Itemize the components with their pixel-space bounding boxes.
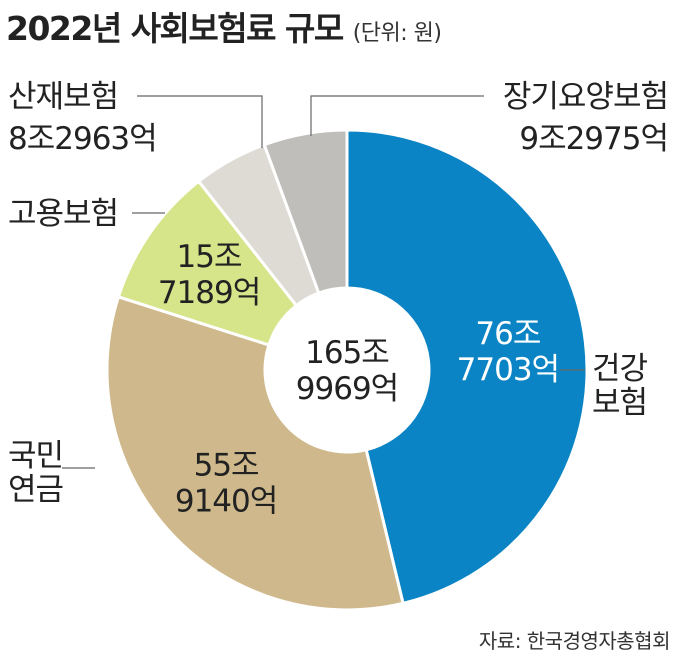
slice-name-label: 산재보험 (8, 79, 118, 115)
chart-title: 2022년 사회보험료 규모 (6, 9, 344, 48)
slice-name-label: 건강 (592, 351, 648, 387)
slice-value-label: 8조2963억 (8, 121, 157, 157)
slice-name-label: 연금 (8, 472, 63, 508)
slice-value-label: 7703억 (457, 352, 559, 388)
slice-value-label: 9조2975억 (519, 121, 668, 157)
total-label: 165조 (305, 335, 389, 371)
slice-name-label: 고용보험 (8, 196, 118, 232)
slice-1 (345, 128, 589, 606)
slice-value-label: 7189억 (158, 275, 260, 311)
slice-name-label: 보험 (592, 385, 647, 421)
leader-line (137, 95, 263, 148)
slice-value-label: 55조 (194, 447, 259, 483)
title-row: 2022년 사회보험료 규모 (단위: 원) (6, 2, 442, 48)
leader-line (310, 95, 484, 136)
slice-value-label: 9140억 (175, 483, 277, 519)
donut-hole (266, 289, 428, 451)
unit-label: (단위: 원) (352, 21, 442, 46)
slice-name-label: 장기요양보험 (503, 79, 668, 115)
source-note: 자료: 한국경영자총협회 (478, 629, 671, 653)
slice-5 (262, 128, 349, 295)
total-label: 9969억 (296, 371, 398, 407)
slice-name-label: 국민 (8, 438, 63, 474)
slice-value-label: 76조 (475, 316, 540, 352)
slice-2 (105, 294, 405, 612)
slice-3 (116, 179, 299, 347)
slice-value-label: 15조 (177, 239, 242, 275)
